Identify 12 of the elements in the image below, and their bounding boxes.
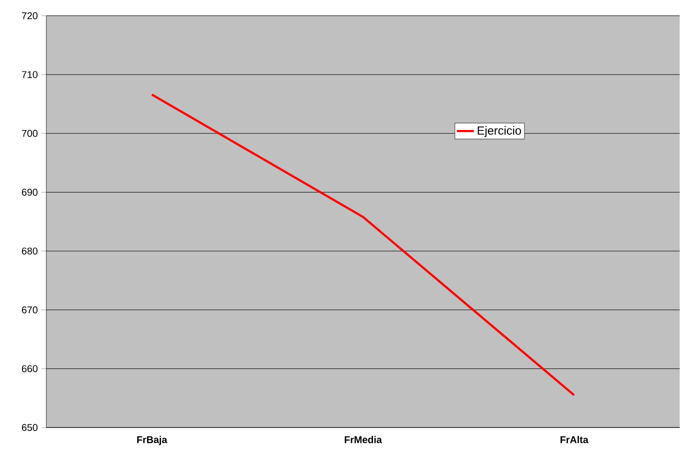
y-tick-label: 710 (22, 71, 38, 78)
y-tick-label: 650 (22, 424, 38, 431)
y-tick-label: 700 (22, 130, 38, 137)
y-tick-label: 660 (22, 365, 38, 372)
y-tick-label: 670 (22, 306, 38, 314)
x-tick-label: FrMedia (344, 436, 382, 444)
legend-label: Ejercicio (478, 126, 522, 138)
x-tick-label: FrAlta (560, 436, 588, 444)
x-tick-label: FrBaja (137, 436, 168, 446)
y-tick-label: 680 (22, 248, 38, 254)
y-tick-label: 690 (22, 188, 38, 196)
y-tick-label: 720 (22, 12, 38, 20)
